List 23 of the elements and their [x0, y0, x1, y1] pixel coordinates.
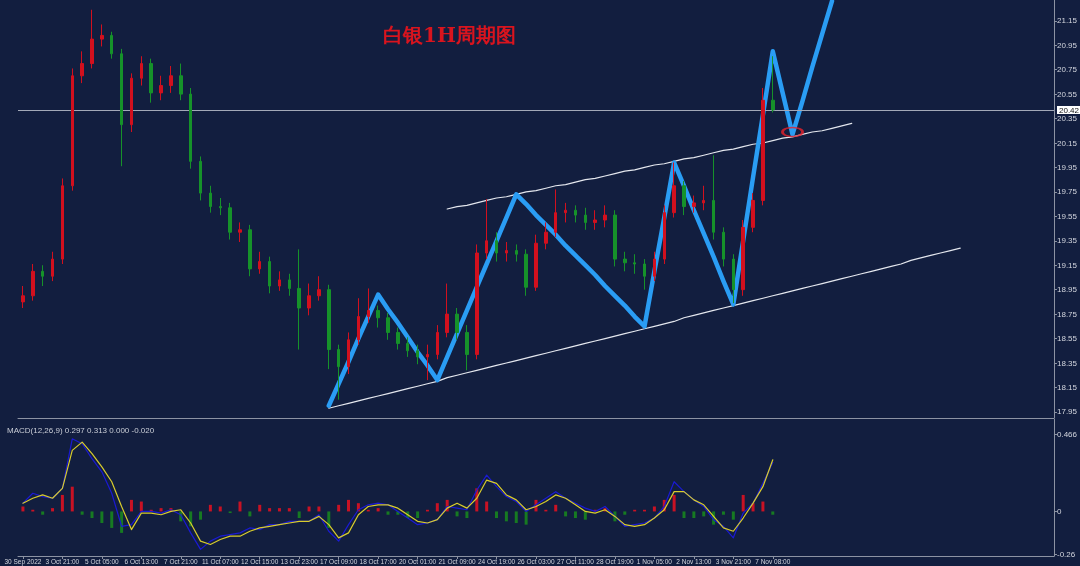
y-tick-label: 19.95	[1056, 162, 1078, 172]
y-tick-label: 18.95	[1056, 285, 1078, 295]
y-tick-label: 0.466	[1056, 430, 1078, 440]
y-tick-label: 19.55	[1056, 211, 1078, 221]
y-tick-label: 21.15	[1056, 16, 1078, 26]
y-tick-label: 18.15	[1056, 382, 1078, 392]
y-tick-label: 20.95	[1056, 40, 1078, 50]
y-tick-label: 18.75	[1056, 309, 1078, 319]
y-tick-label: 20.55	[1056, 89, 1078, 99]
ref-line-label: 20.42	[1058, 105, 1080, 115]
y-tick-label: 18.55	[1056, 334, 1078, 344]
y-tick-label: 0	[1056, 506, 1062, 516]
y-tick-label: 20.35	[1056, 114, 1078, 124]
y-tick-label: -0.26	[1056, 549, 1076, 559]
y-tick-label: 19.75	[1056, 187, 1078, 197]
y-tick-label: 19.35	[1056, 236, 1078, 246]
y-tick-label: 20.75	[1056, 65, 1078, 75]
y-tick-label: 18.35	[1056, 358, 1078, 368]
y-tick-label: 19.15	[1056, 260, 1078, 270]
y-tick-label: 20.15	[1056, 138, 1078, 148]
y-tick-label: 17.95	[1056, 407, 1078, 417]
text: MACD(12,26,9) 0.297 0.313 0.000 -0.020	[7, 425, 155, 435]
text: 白银1H周期图	[383, 23, 516, 47]
